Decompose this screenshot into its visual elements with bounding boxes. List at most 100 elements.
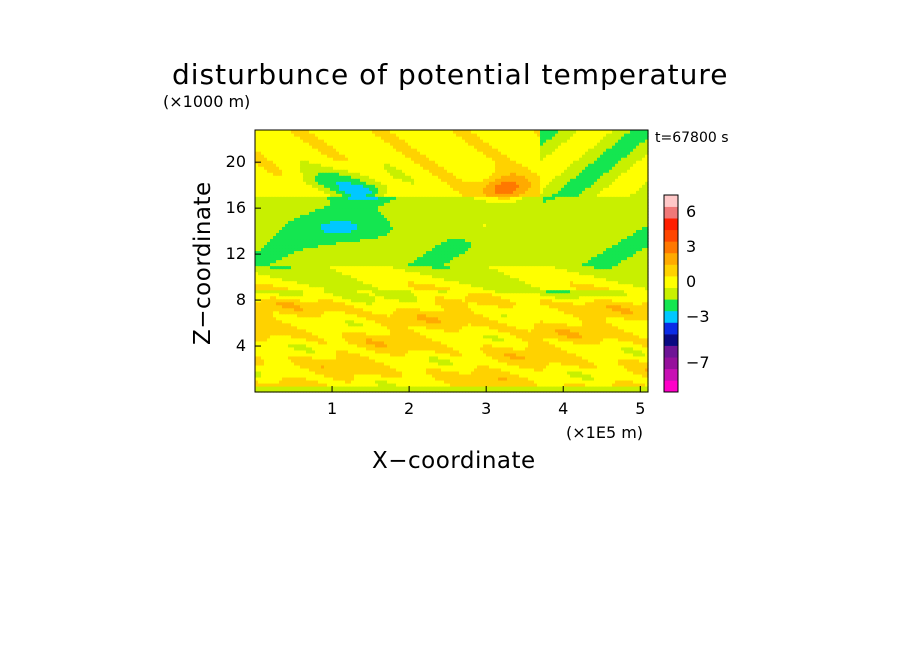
contour-cell	[567, 292, 571, 297]
contour-cell	[615, 286, 619, 291]
contour-cell	[603, 328, 607, 333]
contour-cell	[315, 316, 319, 321]
contour-cell	[645, 319, 649, 324]
contour-cell	[498, 379, 502, 384]
contour-cell	[477, 379, 481, 384]
contour-cell	[420, 349, 424, 354]
contour-cell	[645, 313, 649, 318]
contour-cell	[426, 355, 430, 360]
contour-cell	[420, 355, 424, 360]
contour-cell	[279, 388, 283, 393]
contour-cell	[519, 280, 523, 285]
contour-cell	[363, 346, 367, 351]
contour-cell	[612, 367, 616, 372]
contour-cell	[312, 352, 316, 357]
contour-cell	[339, 319, 343, 324]
contour-cell	[618, 316, 622, 321]
contour-cell	[267, 355, 271, 360]
contour-cell	[285, 349, 289, 354]
contour-cell	[378, 367, 382, 372]
contour-cell	[519, 373, 523, 378]
contour-cell	[294, 343, 298, 348]
contour-cell	[282, 367, 286, 372]
contour-cell	[378, 355, 382, 360]
contour-cell	[588, 334, 592, 339]
contour-cell	[591, 349, 595, 354]
contour-cell	[333, 295, 337, 300]
contour-cell	[300, 292, 304, 297]
contour-cell	[495, 334, 499, 339]
contour-cell	[393, 349, 397, 354]
contour-cell	[426, 334, 430, 339]
contour-cell	[504, 340, 508, 345]
contour-cell	[594, 301, 598, 306]
contour-cell	[642, 283, 646, 288]
contour-cell	[630, 322, 634, 327]
contour-cell	[534, 382, 538, 387]
contour-cell	[324, 367, 328, 372]
contour-cell	[261, 286, 265, 291]
contour-cell	[600, 343, 604, 348]
contour-cell	[432, 280, 436, 285]
contour-cell	[315, 301, 319, 306]
contour-cell	[498, 388, 502, 393]
contour-cell	[561, 355, 565, 360]
contour-cell	[462, 328, 466, 333]
contour-cell	[366, 349, 370, 354]
contour-cell	[588, 292, 592, 297]
contour-cell	[492, 328, 496, 333]
contour-cell	[564, 277, 568, 282]
contour-cell	[498, 277, 502, 282]
contour-cell	[516, 352, 520, 357]
contour-cell	[339, 280, 343, 285]
contour-cell	[573, 286, 577, 291]
contour-cell	[516, 346, 520, 351]
contour-cell	[315, 382, 319, 387]
contour-cell	[273, 370, 277, 375]
contour-cell	[636, 355, 640, 360]
contour-cell	[609, 349, 613, 354]
contour-cell	[576, 301, 580, 306]
contour-cell	[423, 373, 427, 378]
contour-cell	[462, 319, 466, 324]
contour-cell	[264, 355, 268, 360]
contour-cell	[396, 349, 400, 354]
contour-cell	[306, 346, 310, 351]
contour-cell	[528, 352, 532, 357]
contour-cell	[258, 376, 262, 381]
contour-cell	[519, 355, 523, 360]
contour-cell	[324, 373, 328, 378]
contour-cell	[471, 328, 475, 333]
contour-cell	[645, 322, 649, 327]
contour-cell	[531, 304, 535, 309]
contour-cell	[585, 385, 589, 390]
contour-cell	[339, 358, 343, 363]
contour-cell	[546, 307, 550, 312]
contour-cell	[402, 370, 406, 375]
contour-cell	[504, 304, 508, 309]
contour-cell	[264, 376, 268, 381]
contour-cell	[582, 313, 586, 318]
contour-cell	[606, 379, 610, 384]
contour-cell	[306, 301, 310, 306]
contour-cell	[555, 334, 559, 339]
contour-cell	[486, 364, 490, 369]
contour-cell	[591, 295, 595, 300]
contour-cell	[516, 376, 520, 381]
contour-cell	[321, 292, 325, 297]
contour-cell	[378, 304, 382, 309]
contour-cell	[459, 364, 463, 369]
contour-cell	[276, 364, 280, 369]
contour-cell	[330, 298, 334, 303]
contour-cell	[393, 367, 397, 372]
contour-cell	[576, 379, 580, 384]
contour-cell	[297, 286, 301, 291]
contour-cell	[396, 325, 400, 330]
contour-cell	[642, 277, 646, 282]
contour-cell	[636, 319, 640, 324]
contour-cell	[525, 301, 529, 306]
contour-cell	[576, 361, 580, 366]
contour-cell	[297, 310, 301, 315]
contour-cell	[420, 379, 424, 384]
contour-cell	[621, 352, 625, 357]
